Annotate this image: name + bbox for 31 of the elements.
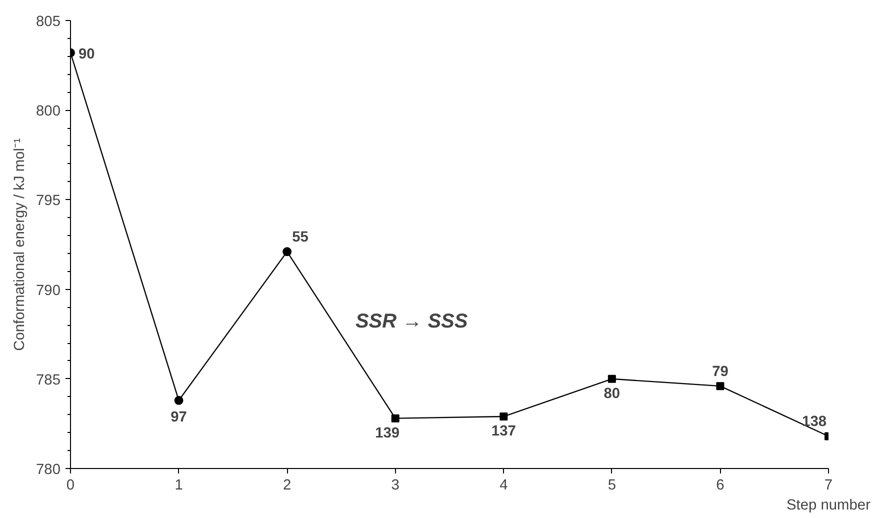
x-tick-label: 6 (716, 478, 724, 494)
x-tick-label: 7 (824, 478, 833, 494)
y-tick-label: 805 (36, 14, 61, 30)
annotation: 137 (491, 424, 516, 440)
x-tick-label: 1 (174, 478, 183, 494)
annotation: 139 (375, 425, 400, 442)
y-axis-title: Conformational energy / kJ mol⁻¹ (12, 138, 28, 351)
point (716, 382, 724, 390)
y-tick-label: 795 (36, 193, 61, 210)
point (282, 247, 292, 256)
x-tick-label: 4 (500, 478, 508, 494)
annotation: 97 (170, 409, 187, 426)
x-tick-label: 0 (66, 478, 75, 494)
annotation: 55 (292, 230, 308, 246)
annotation: 90 (78, 46, 95, 62)
point (391, 414, 400, 422)
annotation: 80 (604, 386, 620, 402)
annotation: SSR → SSS (355, 310, 468, 333)
y-tick-label: 785 (36, 372, 61, 388)
y-tick-label: 790 (36, 282, 61, 299)
x-tick-label: 3 (391, 478, 400, 494)
y-tick-label: 800 (36, 104, 61, 120)
point (174, 396, 184, 405)
point (500, 412, 508, 421)
annotation: 79 (712, 364, 728, 380)
x-axis-title: Step number (786, 498, 871, 514)
x-tick-label: 2 (282, 478, 292, 494)
point (608, 374, 616, 383)
x-tick-label: 5 (608, 478, 616, 494)
annotation: 138 (802, 414, 827, 430)
y-tick-label: 780 (36, 462, 61, 478)
